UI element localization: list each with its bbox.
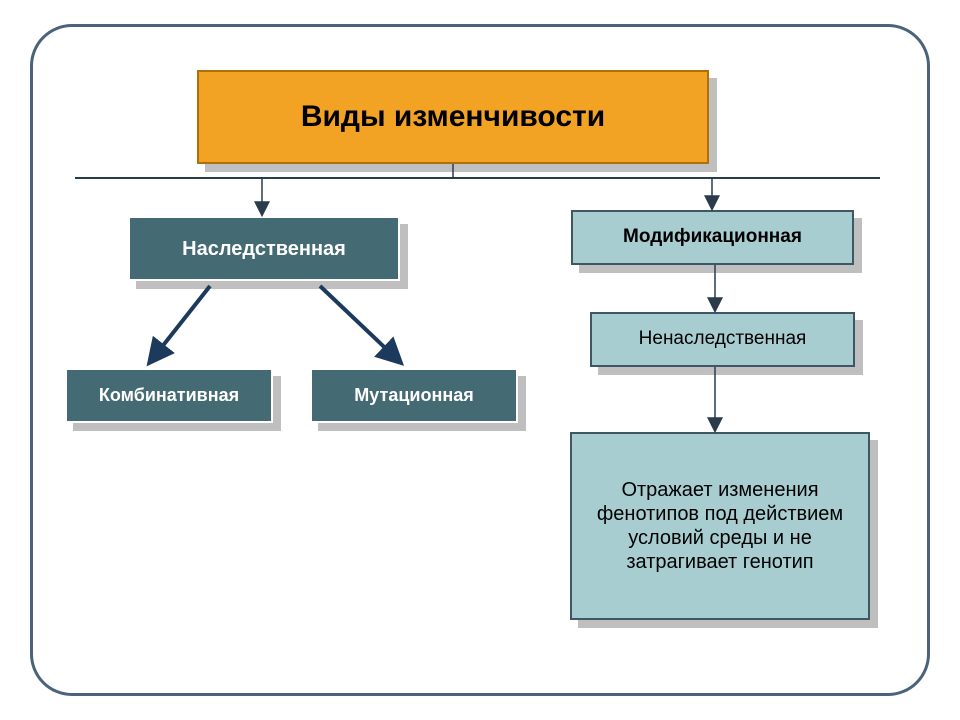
nonhereditary-box: Ненаследственная bbox=[590, 312, 855, 367]
edge-hered_to_mut bbox=[320, 286, 400, 362]
diagram-canvas: Виды изменчивости Наследственная Комбинати… bbox=[0, 0, 960, 720]
mutational-box: Мутационная bbox=[310, 368, 518, 423]
edge-hered_to_comb bbox=[150, 286, 210, 362]
modificational-box: Модификационная bbox=[571, 210, 854, 265]
title-box: Виды изменчивости bbox=[197, 70, 709, 164]
description-box: Отражает изменения фенотипов под действи… bbox=[570, 432, 870, 620]
combinative-box: Комбинативная bbox=[65, 368, 273, 423]
hereditary-box: Наследственная bbox=[128, 216, 400, 281]
